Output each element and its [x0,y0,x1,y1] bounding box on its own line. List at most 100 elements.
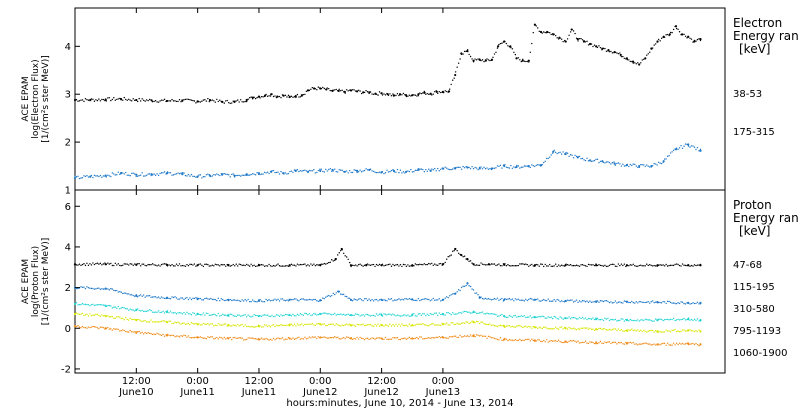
data-point [577,156,579,158]
data-point [475,334,478,336]
data-point [605,341,608,344]
data-point [625,265,627,268]
data-point [481,59,484,61]
data-point [653,44,655,46]
data-point [77,325,79,327]
data-point [169,298,172,300]
data-point [576,38,579,41]
data-point [519,315,521,318]
data-point [86,304,88,306]
data-point [453,313,455,315]
data-point [496,297,499,299]
data-point [253,326,255,328]
data-point [663,36,666,38]
data-point [99,304,102,306]
data-point [411,94,414,97]
data-point [169,320,172,322]
data-point [178,173,181,175]
data-point [447,91,449,94]
data-point [568,299,570,302]
data-point [625,329,627,332]
data-point [78,177,81,180]
data-point [641,265,643,267]
data-point [531,327,533,329]
data-point [646,263,648,265]
data-point [217,312,220,315]
data-point [622,318,624,320]
data-point [325,88,327,91]
data-point [189,175,191,177]
data-point [78,303,81,306]
data-point [181,171,184,174]
data-point [477,294,479,296]
y-tick-label: 0 [65,324,71,335]
data-point [501,297,503,300]
data-point [175,173,178,175]
data-point [368,169,370,171]
data-point [569,318,572,320]
data-point [596,317,599,320]
data-point [193,175,196,178]
data-point [280,337,282,340]
data-point [180,323,182,325]
data-point [263,300,266,303]
data-point [398,94,400,97]
data-point [84,97,87,100]
data-point [575,299,578,301]
data-point [644,58,646,60]
data-point [417,338,420,340]
data-point [698,264,700,266]
data-point [407,298,409,301]
data-point [693,146,696,148]
data-point [311,336,314,338]
data-point [210,314,212,316]
data-point [632,263,634,266]
data-point [663,342,666,345]
data-point [607,300,609,303]
data-point [486,312,488,314]
data-point [292,171,294,174]
data-point [490,59,493,62]
data-point [523,263,526,266]
data-point [114,306,117,308]
data-point [480,311,482,314]
data-point [120,171,122,174]
data-point [95,326,97,328]
data-point [256,96,258,99]
data-point [351,171,354,174]
data-point [345,314,348,316]
data-point [108,304,111,307]
data-point [386,324,388,326]
data-point [116,98,118,101]
data-point [222,101,224,103]
data-point [544,341,546,343]
data-point [610,301,612,303]
data-point [484,335,487,338]
data-point [93,174,96,177]
data-point [656,343,658,345]
data-point [541,340,543,343]
data-point [123,173,125,175]
data-point [314,313,317,315]
data-point [598,301,600,303]
data-point [245,174,248,177]
data-point [474,264,476,267]
data-point [566,328,569,330]
data-point [217,174,220,176]
data-point [616,52,618,54]
data-point [278,300,281,302]
data-point [492,263,494,265]
data-point [183,172,185,174]
data-point [362,314,364,316]
data-point [649,343,651,345]
data-point [640,264,642,266]
data-point [156,297,158,299]
data-point [217,264,220,266]
data-point [553,299,555,301]
data-point [365,263,367,266]
data-point [498,324,500,327]
data-point [398,314,400,317]
data-point [448,312,451,315]
data-point [342,171,345,173]
data-point [519,59,521,61]
